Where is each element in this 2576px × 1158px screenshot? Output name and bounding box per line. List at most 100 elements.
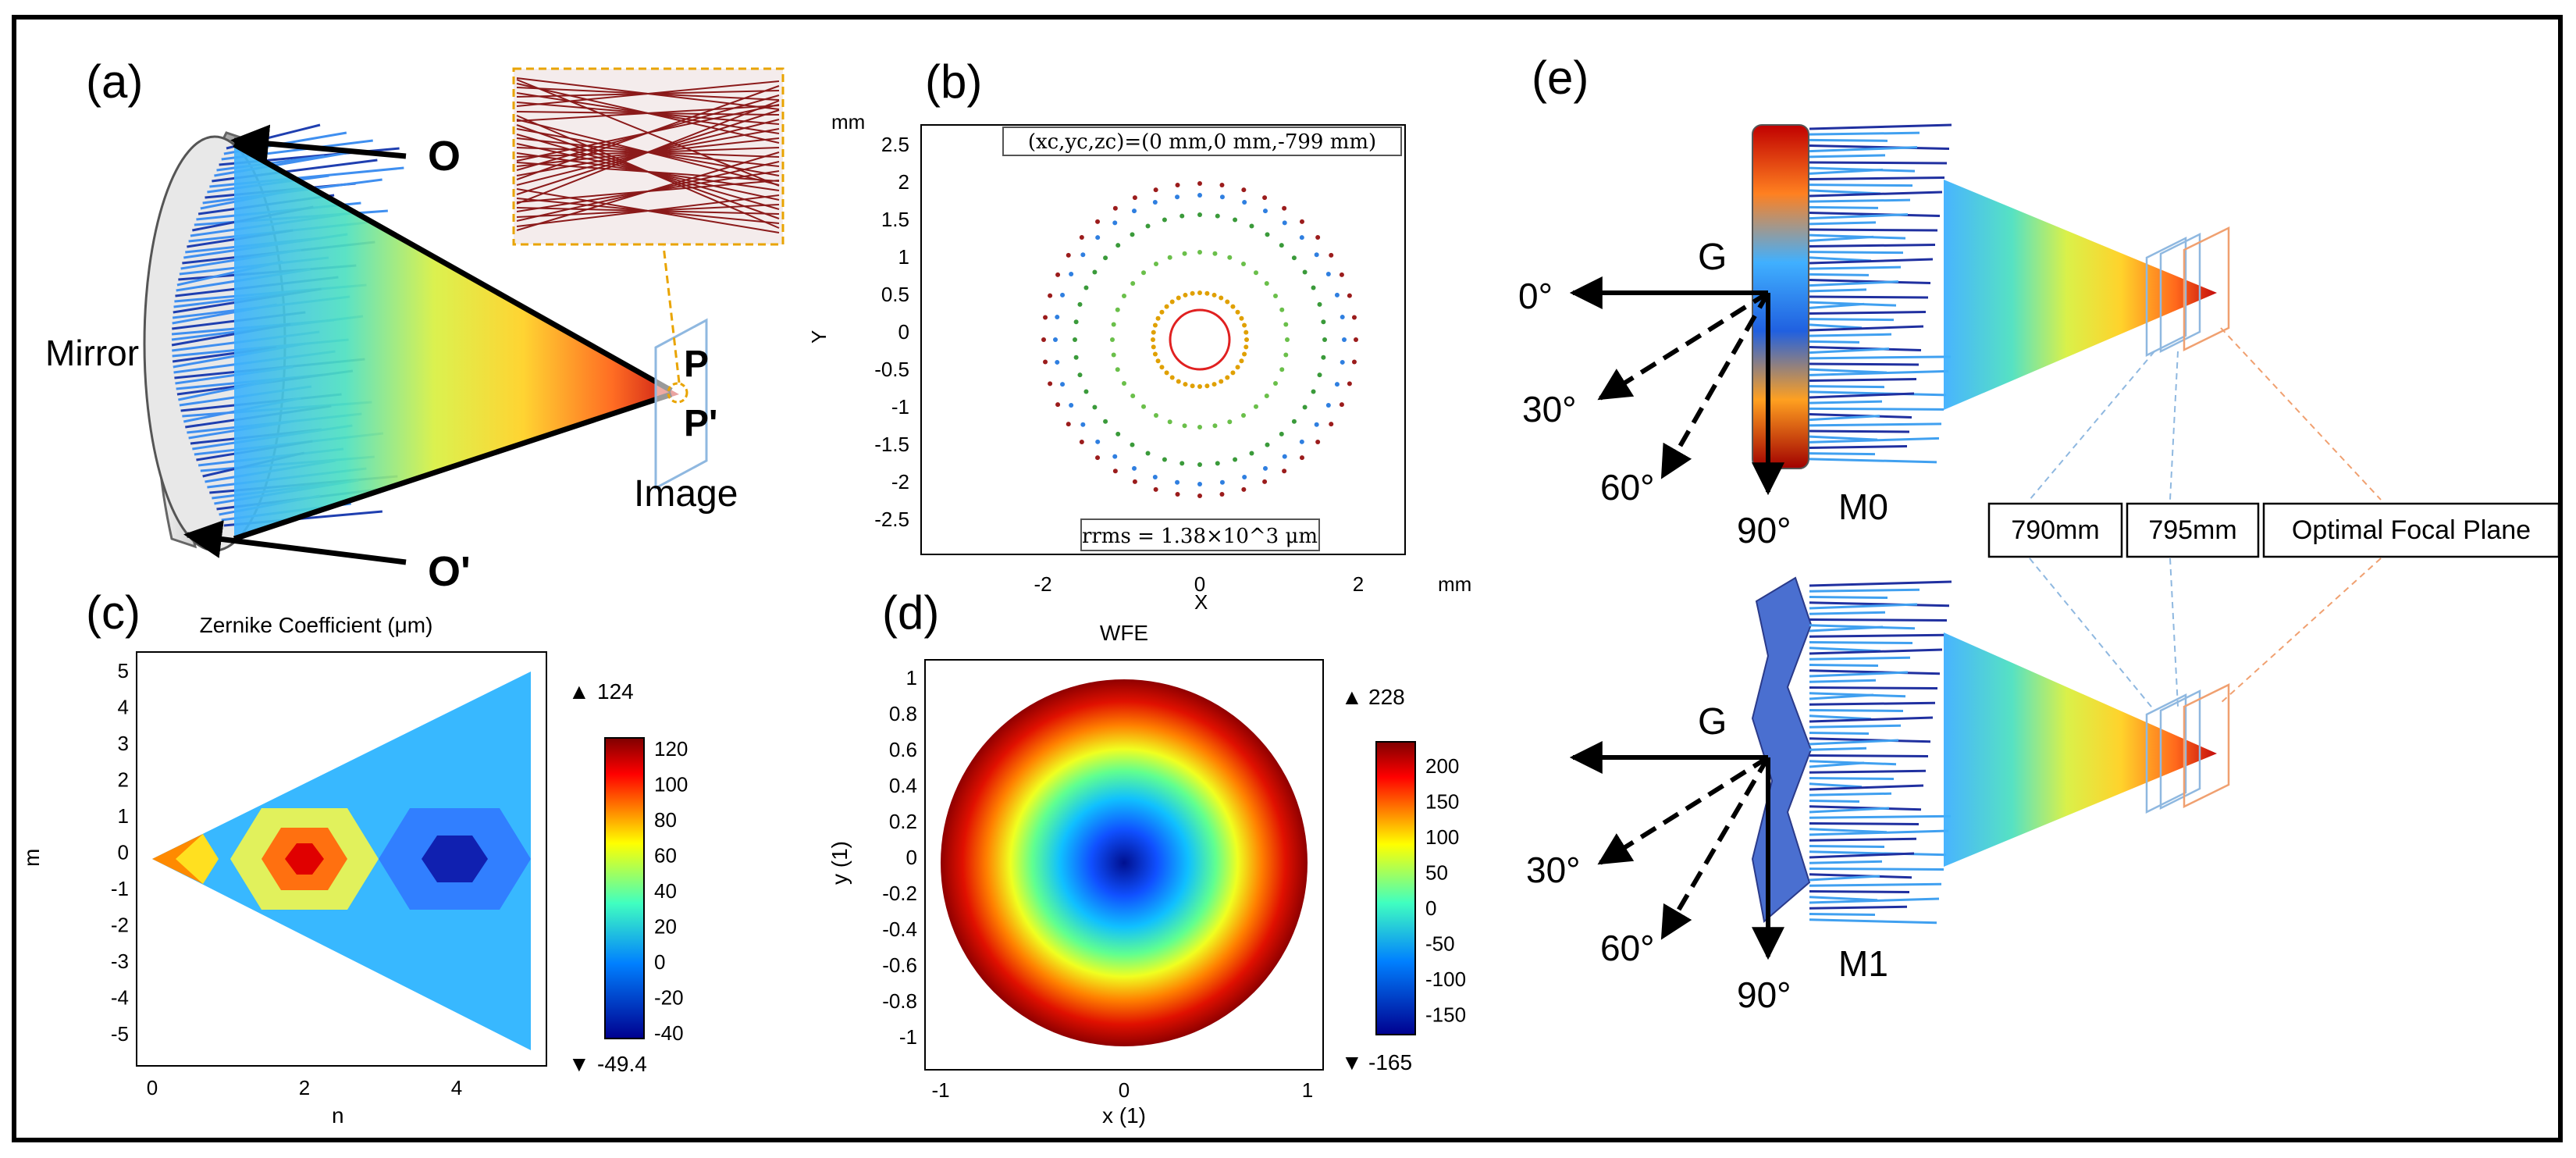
- wfe-colorbar: [1375, 741, 1416, 1035]
- spot-point: [1153, 486, 1158, 492]
- ray-line: [1809, 323, 1863, 330]
- ray-line: [1809, 693, 1874, 700]
- ray-line: [1809, 611, 1886, 615]
- spot-point: [1095, 235, 1101, 241]
- spot-point: [1219, 379, 1224, 384]
- chief-ray-top: [233, 141, 673, 394]
- spot-axis-x: X: [1194, 590, 1208, 614]
- spot-point: [1069, 402, 1074, 408]
- spot-point: [1291, 255, 1297, 261]
- spot-point: [1244, 330, 1249, 335]
- spot-point: [1115, 367, 1120, 372]
- spot-point: [1233, 457, 1238, 462]
- spot-point: [1317, 372, 1322, 378]
- spot-point: [1115, 243, 1121, 248]
- ray-line: [1809, 656, 1911, 661]
- zernike-ytick-label: 0: [118, 841, 129, 864]
- spot-point: [1152, 322, 1158, 328]
- ray-line: [1809, 435, 1878, 441]
- box-790mm-label: 790mm: [2011, 515, 2099, 545]
- ray-line: [1809, 318, 1895, 322]
- spot-point: [1347, 293, 1352, 298]
- zernike-ytick-label: -5: [111, 1022, 129, 1046]
- spot-point: [1339, 402, 1344, 408]
- ray-line: [1809, 618, 1948, 622]
- ray-line: [1809, 333, 1892, 337]
- spot-point: [1225, 299, 1230, 305]
- spot-point: [1282, 469, 1287, 474]
- zernike-ytick-label: 4: [118, 696, 129, 719]
- spot-point: [1110, 337, 1115, 342]
- spot-point: [1111, 352, 1116, 358]
- spot-point: [1080, 252, 1086, 258]
- panel-c: (c) Zernike Coefficient (μm) m n 5 4 3 2 1 0 -…: [20, 586, 688, 1128]
- spot-point: [1342, 337, 1347, 342]
- ray-line: [1809, 131, 1920, 136]
- zernike-xtick-label: 0: [147, 1076, 158, 1099]
- ray-line: [1809, 868, 1944, 871]
- ray-line: [1809, 805, 1922, 811]
- spot-point: [1154, 412, 1158, 418]
- ray-line: [1809, 679, 1877, 683]
- wfe-ytick-label: -0.2: [882, 882, 917, 905]
- ray-line: [1809, 166, 1916, 173]
- zernike-title: Zernike Coefficient (μm): [200, 613, 433, 637]
- ray-line: [1809, 325, 1924, 332]
- spot-point: [1130, 232, 1135, 237]
- ray-line: [1809, 244, 1936, 248]
- ray-line: [1809, 362, 1920, 366]
- spot-point: [1152, 200, 1158, 205]
- spot-point: [1130, 393, 1136, 398]
- spot-point: [1315, 235, 1321, 241]
- ray-line: [1809, 625, 1884, 632]
- object-arrow-top: [230, 124, 407, 163]
- spot-point: [1299, 455, 1304, 461]
- spot-point: [1111, 322, 1116, 327]
- ray-line: [1809, 205, 1879, 209]
- spot-point: [1095, 455, 1101, 461]
- spot-point: [1066, 252, 1071, 258]
- ray-line: [1809, 146, 1918, 153]
- spot-point: [1141, 404, 1147, 409]
- spot-point: [1053, 337, 1058, 342]
- spot-point: [1073, 355, 1079, 360]
- zernike-xlabel: n: [332, 1103, 344, 1128]
- spot-point: [1152, 474, 1158, 479]
- zernike-cb-tick: 120: [654, 737, 688, 761]
- ray-line: [1809, 436, 1940, 444]
- spot-point: [1145, 223, 1151, 229]
- spot-point: [1241, 262, 1246, 267]
- panel-b: (b) mm mm Y X 2.521.510.50-0.5-1-1.5-2-2…: [807, 55, 1471, 614]
- spot-point: [1041, 337, 1046, 342]
- spot-point: [1241, 486, 1247, 492]
- ray-line: [1809, 669, 1941, 675]
- spot-point: [1122, 294, 1127, 298]
- spot-ytick-label: 2: [898, 170, 909, 194]
- spot-point: [1235, 309, 1240, 315]
- spot-point: [1197, 482, 1202, 486]
- zernike-cb-tick: 0: [654, 950, 665, 974]
- ray-line: [1809, 189, 1881, 195]
- spot-point: [1130, 281, 1136, 287]
- ray-line: [1809, 588, 1920, 593]
- spot-point: [1055, 359, 1060, 365]
- spot-point: [1176, 295, 1181, 301]
- spot-point: [1317, 301, 1322, 307]
- spot-point: [1291, 419, 1297, 424]
- ray-line: [1809, 724, 1902, 729]
- panel-d-tag: (d): [882, 586, 939, 639]
- inset-ray: [516, 79, 780, 187]
- wfe-ytick-label: -1: [899, 1025, 917, 1049]
- spot-point: [1190, 290, 1195, 296]
- leader-lines: [2029, 327, 2382, 711]
- zernike-hex-4-core: [422, 836, 488, 882]
- ray-line: [1809, 852, 1915, 859]
- spot-point: [1265, 232, 1270, 237]
- spot-point: [1197, 425, 1202, 429]
- zernike-min-label: -49.4: [597, 1052, 647, 1076]
- spot-point: [1262, 465, 1268, 471]
- zernike-cb-tick: -20: [654, 986, 684, 1010]
- spot-point: [1132, 465, 1137, 471]
- focal-planes-bottom: [2145, 682, 2230, 814]
- zernike-ytick-label: -4: [111, 986, 129, 1010]
